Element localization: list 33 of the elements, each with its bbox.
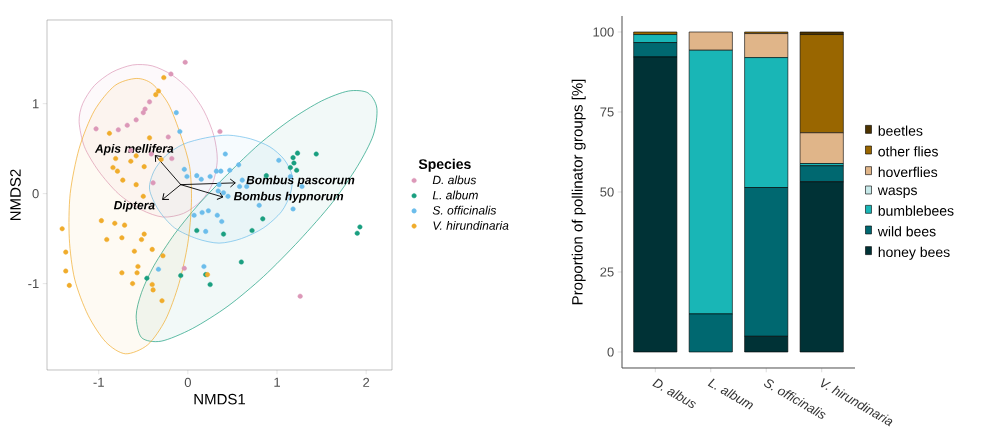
annotation: Bombus hypnorum <box>233 191 344 203</box>
legend-label: bumblebees <box>878 205 954 216</box>
legend-label: hoverflies <box>878 166 938 178</box>
legend-label: L. album <box>432 190 478 200</box>
x-tick-label: -1 <box>93 377 104 387</box>
x-axis-title: NMDS1 <box>194 393 246 405</box>
legend-label: wasps <box>877 187 917 198</box>
y-tick-label: 25 <box>600 267 614 277</box>
y-tick-label: 100 <box>593 27 614 37</box>
legend-label: V. hirundinaria <box>433 221 509 230</box>
legend-label: honey bees <box>878 246 950 260</box>
legend-label: wild bees <box>877 226 936 237</box>
y-tick-label: -1 <box>28 279 39 289</box>
x-tick-label: 0 <box>184 377 191 387</box>
y-tick-label: 1 <box>32 99 39 109</box>
y-tick-label: 75 <box>600 107 614 117</box>
y-tick-label: 0 <box>607 347 614 357</box>
annotation: Apis mellifera <box>94 143 174 156</box>
annotation: Bombus pascorum <box>246 175 355 187</box>
y-tick-label: 50 <box>600 187 614 197</box>
y-axis-title: Proportion of pollinator groups [%] <box>571 79 586 305</box>
x-tick-label: D. albus <box>652 378 696 408</box>
legend-label: S. officinalis <box>432 205 497 215</box>
legend-title: Species <box>418 158 471 172</box>
y-tick-label: 0 <box>32 189 39 199</box>
legend-label: other flies <box>878 146 938 157</box>
x-tick-label: 1 <box>274 377 280 387</box>
x-tick-label: 2 <box>363 377 370 387</box>
legend-label: D. albus <box>432 175 477 185</box>
x-tick-label: L. album <box>707 378 753 410</box>
legend-label: beetles <box>878 125 923 136</box>
y-axis-title: NMDS2 <box>10 169 21 221</box>
annotation: Diptera <box>113 200 155 212</box>
